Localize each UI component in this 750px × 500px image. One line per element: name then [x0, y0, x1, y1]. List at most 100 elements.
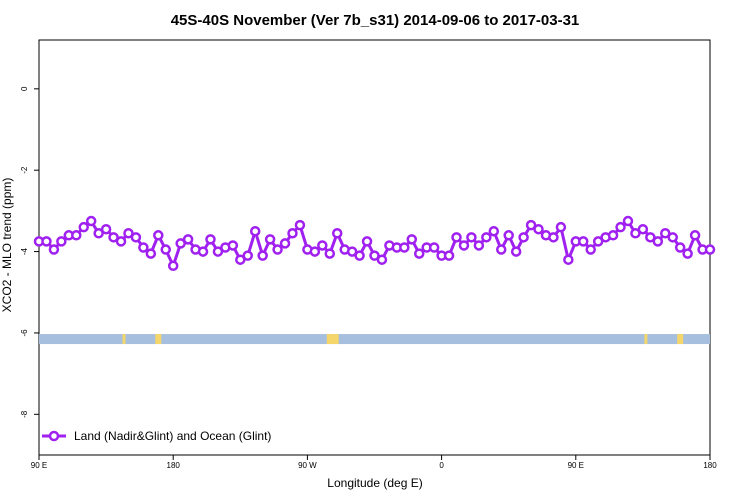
- data-point: [674, 242, 686, 253]
- surface-band: [39, 334, 710, 345]
- land-segment: [122, 334, 126, 345]
- data-point: [555, 221, 567, 233]
- data-point: [637, 223, 649, 235]
- axes: 90 E 180 90 W 0 90 E 180 0 -2 -4 -6 -8: [20, 86, 717, 470]
- data-point: [212, 246, 224, 257]
- data-point: [578, 236, 589, 247]
- data-point: [503, 230, 514, 241]
- land-segment: [677, 334, 684, 345]
- chart-title: 45S-40S November (Ver 7b_s31) 2014-09-06…: [171, 12, 580, 29]
- data-point: [205, 234, 216, 245]
- x-tick-label: 90 E: [568, 461, 584, 470]
- data-point: [279, 238, 291, 249]
- data-point: [473, 240, 485, 251]
- data-point: [100, 223, 112, 235]
- data-point: [481, 232, 492, 243]
- data-point: [287, 228, 298, 239]
- data-point: [227, 240, 239, 251]
- data-point: [399, 242, 410, 253]
- data-point: [197, 246, 209, 257]
- y-tick-label: -8: [20, 410, 29, 418]
- y-tick-label: 0: [20, 86, 29, 91]
- data-point: [93, 228, 104, 239]
- data-point: [428, 242, 440, 253]
- data-point: [652, 236, 664, 247]
- x-tick-label: 180: [167, 461, 181, 470]
- x-tick-label: 0: [439, 461, 444, 470]
- data-point: [309, 246, 321, 257]
- data-point: [71, 230, 82, 241]
- data-point: [413, 248, 425, 259]
- data-point: [630, 228, 641, 239]
- data-point: [510, 246, 522, 257]
- data-point: [317, 240, 328, 251]
- data-point: [153, 230, 164, 241]
- legend-marker: [48, 430, 60, 442]
- data-point: [257, 250, 268, 261]
- data-point: [145, 248, 157, 259]
- data-point: [495, 244, 507, 255]
- x-axis-label: Longitude (deg E): [327, 476, 422, 490]
- data-point: [443, 250, 455, 261]
- data-point: [667, 232, 678, 243]
- data-point: [264, 234, 276, 245]
- land-segment: [644, 334, 648, 345]
- data-point: [272, 244, 283, 255]
- data-point: [56, 236, 67, 247]
- data-point: [361, 236, 373, 247]
- data-point: [660, 228, 671, 239]
- data-point: [182, 234, 194, 245]
- data-point: [41, 236, 52, 247]
- x-tick-label: 180: [703, 461, 717, 470]
- data-point: [346, 246, 358, 257]
- data-point: [324, 248, 336, 259]
- legend: Land (Nadir&Glint) and Ocean (Glint): [42, 429, 271, 443]
- data-point: [249, 225, 261, 237]
- data-point: [354, 250, 365, 261]
- data-point: [160, 244, 171, 255]
- ocean-band: [39, 334, 710, 345]
- land-segment: [155, 334, 162, 345]
- data-point: [622, 215, 634, 227]
- data-point: [466, 232, 477, 243]
- data-point: [615, 221, 626, 233]
- data-point: [645, 232, 656, 243]
- data-point: [108, 232, 119, 243]
- data-point: [294, 219, 306, 231]
- data-point: [518, 232, 529, 243]
- data-point: [563, 254, 574, 265]
- data-point: [689, 230, 701, 241]
- data-point: [682, 248, 693, 259]
- data-point: [548, 232, 559, 243]
- y-tick-label: -2: [20, 166, 29, 174]
- legend-label: Land (Nadir&Glint) and Ocean (Glint): [74, 429, 271, 443]
- data-point: [242, 250, 254, 261]
- data-point: [592, 236, 604, 247]
- y-tick-label: -4: [20, 247, 29, 255]
- data-point: [123, 228, 134, 239]
- data-point: [704, 244, 716, 255]
- y-axis-label: XCO2 - MLO trend (ppm): [0, 178, 14, 313]
- series-layer: [33, 215, 716, 272]
- data-point: [85, 215, 97, 227]
- data-point: [406, 234, 418, 245]
- data-point: [331, 228, 343, 239]
- data-point: [488, 225, 500, 237]
- land-segment: [326, 334, 339, 345]
- data-point: [78, 221, 89, 233]
- data-point: [130, 232, 142, 243]
- data-point: [48, 244, 60, 255]
- data-point: [458, 240, 470, 251]
- data-point: [525, 219, 537, 231]
- data-point: [235, 254, 246, 265]
- data-point: [585, 244, 596, 255]
- data-point: [138, 242, 149, 253]
- data-point: [115, 236, 127, 247]
- data-point: [175, 238, 186, 249]
- data-point: [369, 250, 380, 261]
- y-tick-label: -6: [20, 329, 29, 337]
- data-point: [533, 223, 544, 235]
- x-tick-label: 90 W: [298, 461, 317, 470]
- data-point: [167, 260, 179, 272]
